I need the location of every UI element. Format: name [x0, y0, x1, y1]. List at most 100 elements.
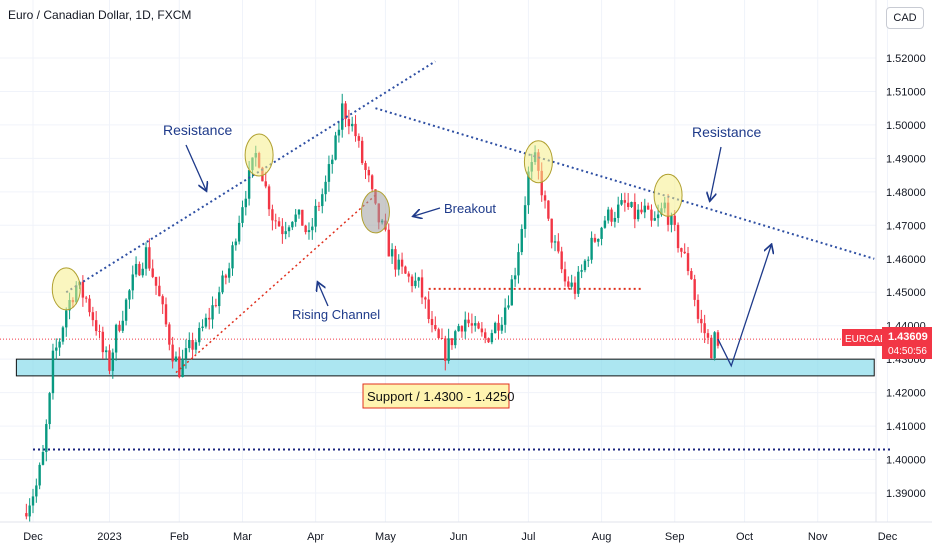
- price-tick-label: 1.41000: [886, 421, 926, 433]
- candle-body: [35, 485, 38, 497]
- candle-body: [317, 205, 321, 207]
- price-tag-price: 1.43609: [888, 331, 928, 343]
- candle-body: [188, 339, 191, 349]
- candle-body: [464, 319, 467, 332]
- time-tick-label: May: [375, 531, 396, 543]
- candle-body: [394, 249, 397, 270]
- candle-body: [703, 323, 706, 334]
- candle-body: [503, 307, 507, 325]
- candle-body: [457, 326, 460, 332]
- candle-body: [264, 181, 267, 187]
- candle-body: [370, 175, 374, 190]
- candle-body: [194, 342, 198, 350]
- highlight-circle: [653, 173, 683, 217]
- candle-body: [673, 215, 676, 225]
- time-tick-label: Sep: [665, 531, 685, 543]
- candle-body: [680, 248, 683, 252]
- candle-body: [191, 339, 194, 350]
- candle-body: [214, 305, 218, 307]
- candle-body: [467, 319, 470, 324]
- candle-body: [513, 275, 517, 280]
- candle-body: [447, 338, 450, 361]
- candle-body: [603, 220, 607, 228]
- candle-body: [201, 326, 204, 328]
- candle-body: [500, 324, 504, 331]
- price-tick-label: 1.39000: [886, 488, 926, 500]
- candle-body: [48, 393, 51, 425]
- candle-body: [480, 328, 484, 333]
- axes-layer: [0, 0, 932, 523]
- candle-body: [487, 338, 490, 343]
- highlight-layer: [51, 133, 683, 311]
- candle-body: [284, 231, 287, 235]
- time-tick-label: Mar: [233, 531, 252, 543]
- candle-body: [706, 333, 710, 338]
- candle-body: [85, 297, 88, 299]
- candle-body: [670, 215, 673, 225]
- candle-body: [324, 181, 327, 195]
- candle-body: [490, 333, 494, 343]
- candle-body: [218, 292, 221, 307]
- candle-body: [427, 299, 430, 319]
- candle-body: [434, 325, 437, 330]
- time-tick-label: Feb: [170, 531, 189, 543]
- price-tick-label: 1.46000: [886, 254, 926, 266]
- candle-body: [450, 338, 454, 346]
- candle-body: [227, 268, 231, 278]
- candle-body: [51, 350, 55, 394]
- candle-body: [696, 299, 700, 319]
- candle-body: [287, 227, 291, 232]
- candle-body: [134, 263, 138, 275]
- candle-body: [304, 225, 307, 233]
- candle-body: [94, 320, 98, 332]
- candle-body: [181, 358, 184, 378]
- candle-body: [25, 513, 28, 517]
- candle-body: [247, 170, 251, 199]
- candle-body: [91, 312, 95, 321]
- price-tick-label: 1.42000: [886, 388, 926, 400]
- candle-body: [198, 327, 201, 343]
- candle-body: [45, 424, 48, 453]
- candle-body: [710, 337, 713, 359]
- candle-body: [31, 496, 35, 506]
- candle-body: [347, 119, 351, 127]
- candle-body: [407, 273, 410, 277]
- price-tick-label: 1.47000: [886, 220, 926, 232]
- candle-body: [510, 279, 513, 306]
- candle-body: [334, 135, 337, 160]
- candle-body: [171, 344, 174, 362]
- time-tick-label: Jul: [521, 531, 535, 543]
- price-tag-countdown: 04:50:56: [888, 346, 927, 357]
- candle-body: [301, 209, 304, 226]
- candle-body: [124, 299, 128, 321]
- candle-body: [321, 194, 324, 207]
- candle-body: [577, 271, 580, 294]
- candle-body: [454, 331, 457, 346]
- candle-body: [88, 298, 91, 313]
- candle-body: [690, 271, 693, 280]
- support-label-box: [362, 383, 510, 409]
- candle-body: [440, 338, 444, 339]
- candle-body: [424, 297, 427, 300]
- candle-body: [101, 331, 105, 353]
- time-tick-label: Dec: [878, 531, 898, 543]
- resistance-right-label: Resistance: [692, 124, 761, 140]
- candle-body: [523, 205, 527, 229]
- time-tick-label: Dec: [23, 531, 43, 543]
- currency-selector[interactable]: CAD: [886, 7, 924, 29]
- highlight-circle: [523, 140, 553, 184]
- candle-body: [636, 209, 640, 220]
- candle-body: [573, 282, 577, 294]
- candle-body: [224, 275, 228, 278]
- candle-body: [354, 123, 357, 137]
- candle-body: [104, 350, 108, 353]
- candle-body: [570, 282, 573, 287]
- candle-body: [208, 317, 211, 320]
- time-tick-label: Oct: [736, 531, 753, 543]
- resistance-left-label: Resistance: [163, 122, 232, 138]
- candle-body: [620, 200, 623, 205]
- candle-body: [231, 245, 234, 269]
- candle-body: [108, 350, 111, 371]
